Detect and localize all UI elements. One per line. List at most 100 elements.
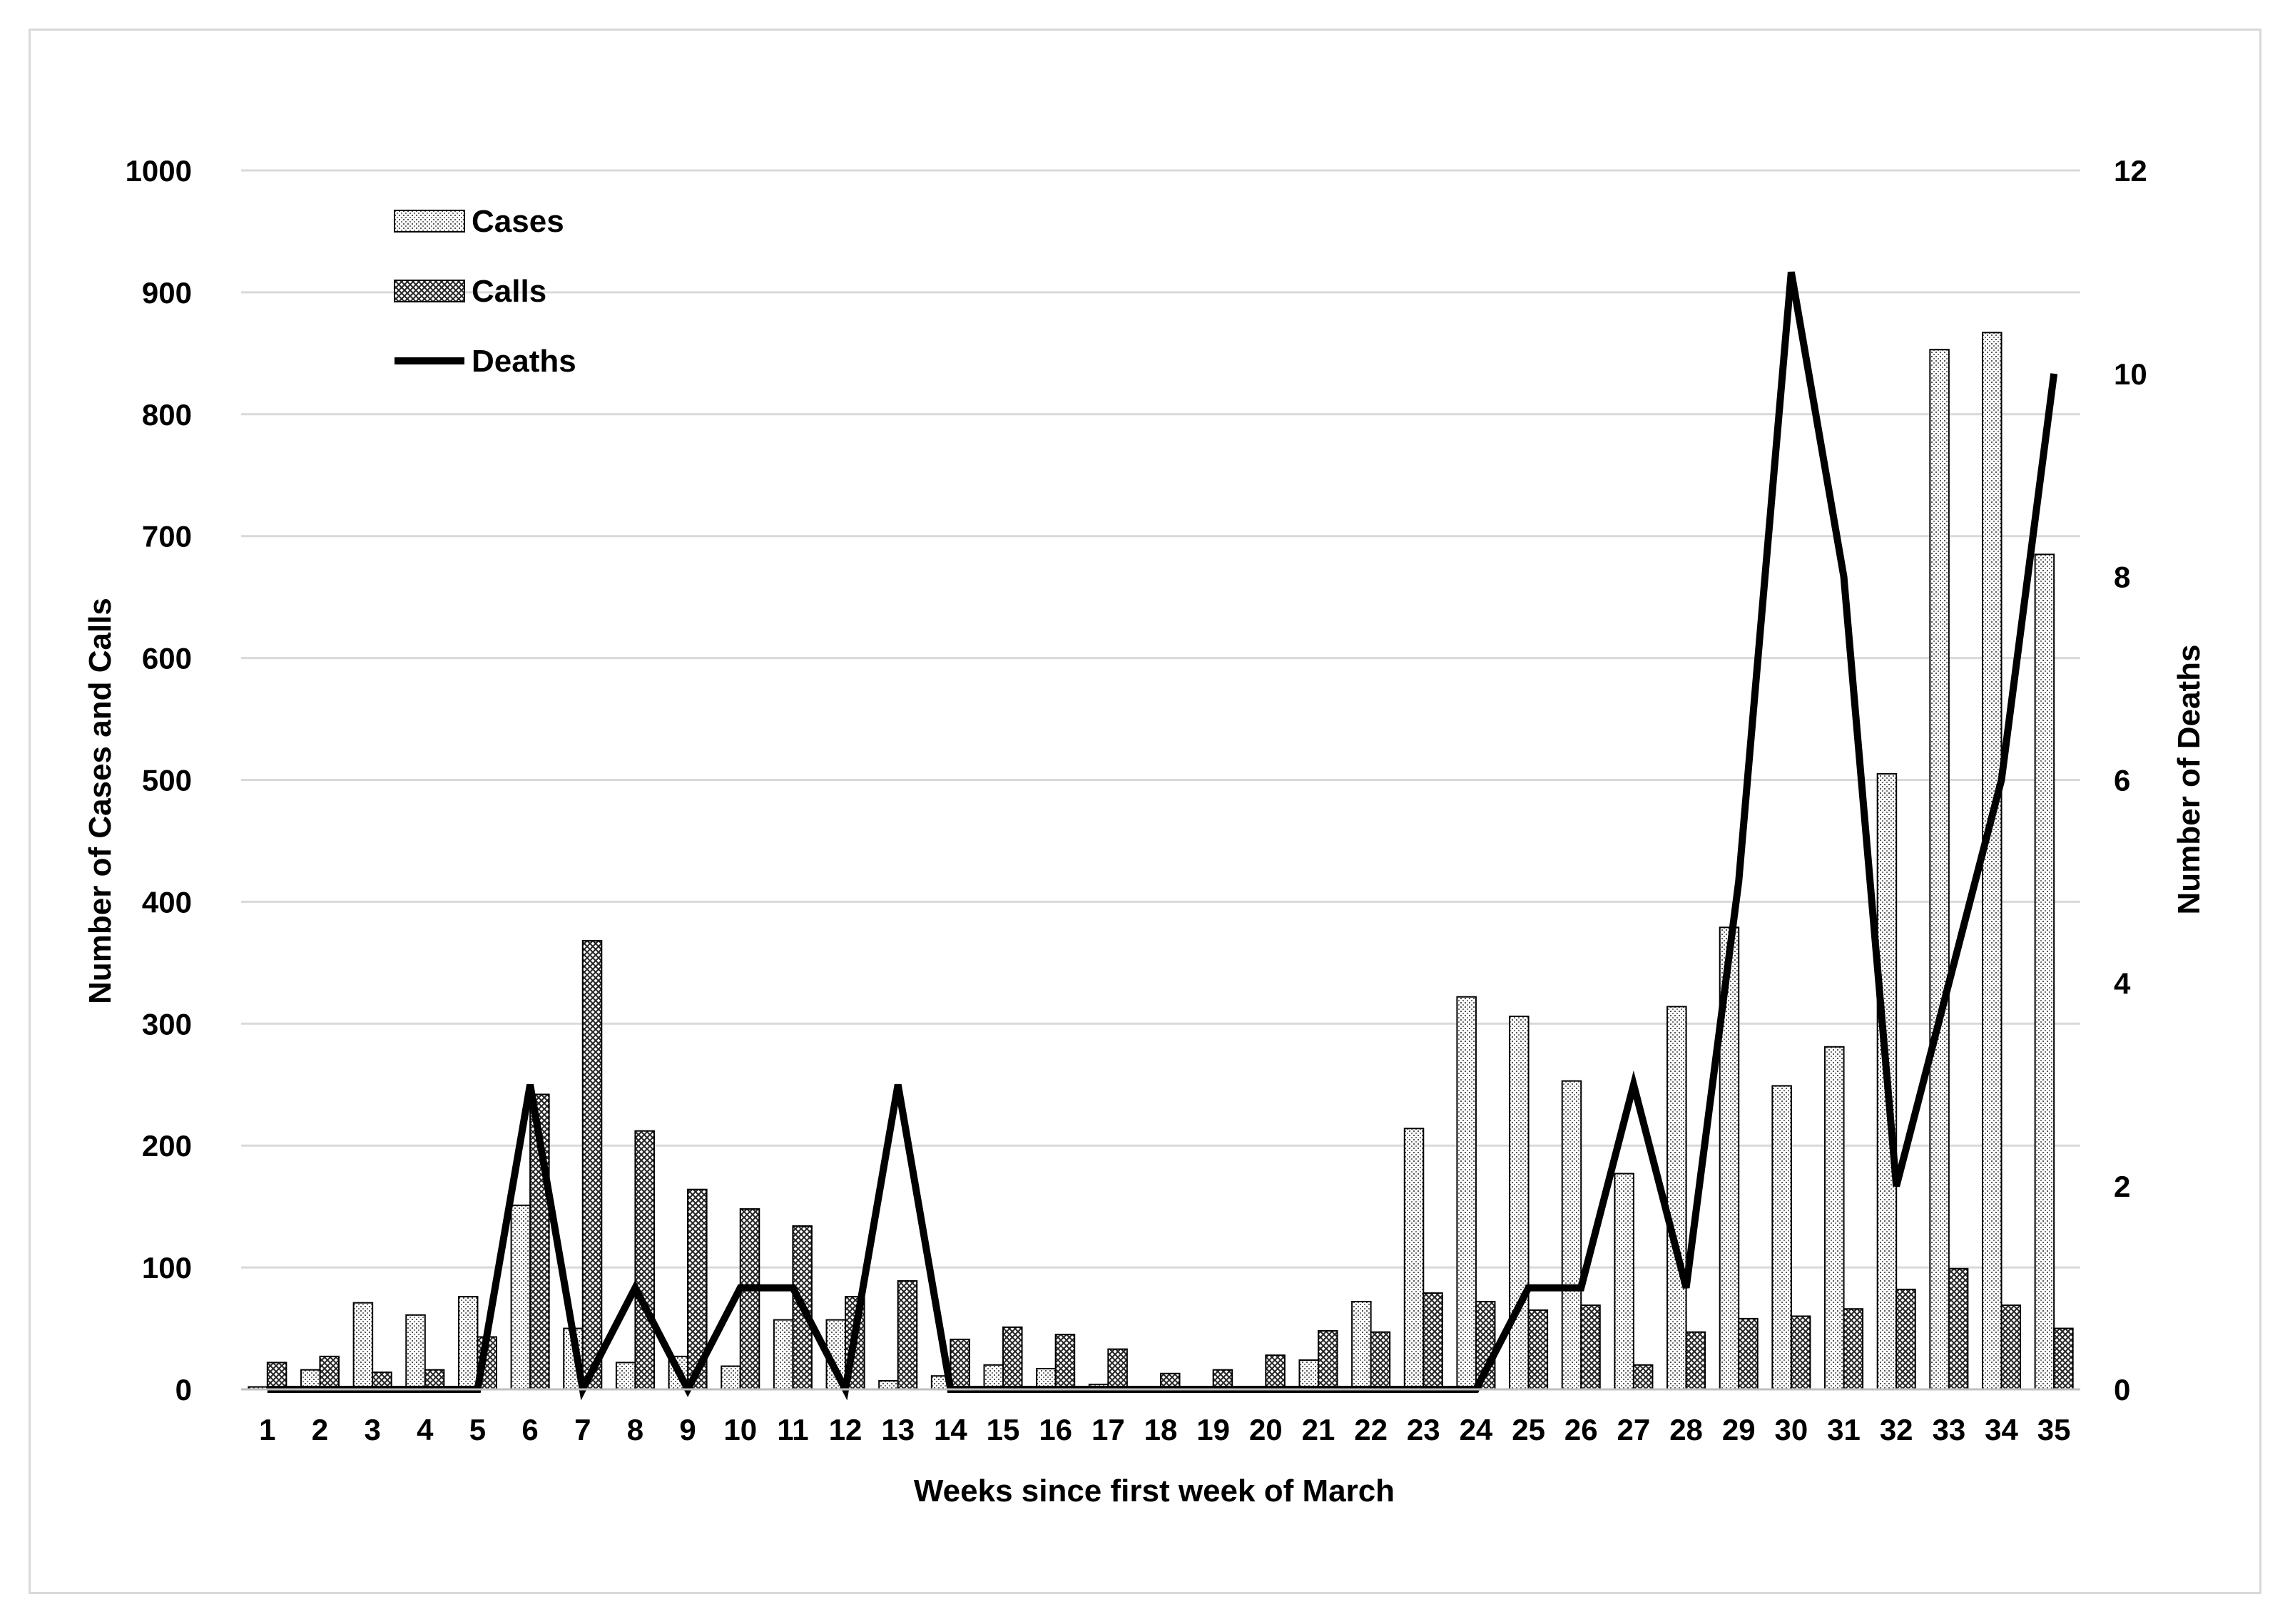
x-tick-label: 28 [1669,1413,1703,1446]
bar-cases [1509,1016,1530,1390]
bar-cases [457,1296,479,1390]
x-tick-label: 18 [1144,1413,1178,1446]
bar-calls [1738,1317,1759,1391]
x-tick-label: 13 [881,1413,915,1446]
bar-cases [1351,1300,1372,1391]
y-tick-label-left: 900 [142,276,192,310]
bar-cases [1929,349,1950,1390]
y-tick-label-left: 200 [142,1129,192,1163]
x-tick-label: 33 [1932,1413,1965,1446]
legend-swatch-cases [394,210,465,233]
legend: Cases Calls Deaths [394,204,576,379]
bar-cases [615,1362,636,1390]
bar-calls [1107,1348,1128,1391]
y-tick-label-left: 800 [142,398,192,431]
bar-calls [2000,1304,2022,1390]
x-tick-label: 26 [1564,1413,1598,1446]
legend-swatch-calls [394,280,465,302]
y-tick-label-right: 0 [2114,1373,2130,1406]
x-tick-label: 5 [469,1413,486,1446]
x-tick-label: 29 [1722,1413,1756,1446]
bar-calls [897,1280,918,1391]
bar-cases [1298,1359,1319,1391]
bar-calls [1002,1326,1023,1390]
bar-cases [721,1365,741,1391]
x-tick-label: 9 [679,1413,696,1446]
y-tick-label-left: 500 [142,764,192,797]
bar-cases [352,1302,374,1391]
bar-calls [1843,1308,1864,1391]
x-tick-label: 1 [259,1413,275,1446]
x-tick-label: 12 [829,1413,862,1446]
bar-calls [950,1338,970,1391]
bar-cases [510,1204,531,1391]
chart-frame: 0 100 200 300 400 500 600 700 800 900 1000 0 2 4 6 8 10 1… [29,29,2261,1594]
x-tick-label: 23 [1407,1413,1440,1446]
y-tick-label-left: 600 [142,642,192,675]
bar-calls [1790,1315,1811,1390]
y-tick-label-left: 0 [175,1373,192,1406]
bar-cases [1981,332,2003,1390]
y-tick-label-right: 10 [2114,357,2147,391]
x-tick-label: 22 [1354,1413,1388,1446]
bar-cases [773,1319,794,1391]
y-axis-title-left: Number of Cases and Calls [83,598,118,1004]
x-tick-label: 30 [1775,1413,1808,1446]
bar-cases [1824,1046,1845,1390]
x-tick-label: 17 [1091,1413,1125,1446]
bar-calls [1317,1329,1338,1391]
x-tick-label: 34 [1985,1413,2018,1446]
bar-calls [1370,1331,1391,1390]
bar-cases [1614,1173,1634,1390]
bar-calls [634,1130,655,1391]
x-tick-label: 7 [574,1413,591,1446]
bar-calls [1265,1354,1286,1390]
bar-cases [1403,1128,1425,1391]
bar-cases [1666,1006,1687,1390]
x-tick-label: 32 [1880,1413,1913,1446]
x-axis-title: Weeks since first week of March [914,1474,1395,1508]
bar-calls [266,1362,287,1390]
x-tick-label: 10 [723,1413,757,1446]
y-tick-label-left: 700 [142,520,192,553]
bar-calls [1948,1267,1969,1390]
y-tick-label-left: 100 [142,1251,192,1285]
legend-label-cases: Cases [472,204,564,239]
bar-calls [1632,1364,1654,1390]
bar-calls [1054,1334,1076,1390]
bar-cases [405,1314,426,1390]
x-tick-label: 19 [1196,1413,1230,1446]
bar-cases [878,1380,899,1390]
bar-calls [2053,1327,2074,1391]
x-tick-label: 14 [934,1413,967,1446]
y-tick-label-right: 8 [2114,561,2130,594]
y-tick-label-right: 4 [2114,966,2131,1000]
x-tick-label: 11 [777,1413,808,1446]
x-tick-label: 3 [364,1413,380,1446]
x-tick-label: 6 [521,1413,538,1446]
bar-calls [1580,1304,1601,1390]
y-tick-label-left: 400 [142,885,192,919]
x-tick-label: 4 [417,1413,434,1446]
legend-label-calls: Calls [472,274,546,309]
bar-cases [1561,1080,1582,1391]
legend-label-deaths: Deaths [472,344,576,379]
y-tick-label-right: 2 [2114,1170,2130,1203]
bar-calls [1685,1331,1706,1390]
combo-chart: 0100200300400500600700800900100002468101… [83,154,2207,1508]
y-tick-label-right: 12 [2114,154,2147,188]
y-tick-label-right: 6 [2114,764,2130,797]
x-tick-label: 35 [2037,1413,2071,1446]
x-tick-label: 15 [987,1413,1020,1446]
bar-calls [1895,1288,1916,1391]
x-tick-label: 27 [1617,1413,1651,1446]
x-tick-label: 31 [1827,1413,1861,1446]
x-tick-label: 2 [312,1413,328,1446]
x-tick-label: 25 [1512,1413,1545,1446]
bar-calls [1527,1309,1549,1391]
bar-cases [983,1364,1004,1390]
bar-calls [319,1355,340,1391]
x-tick-label: 21 [1302,1413,1335,1446]
bar-cases [1771,1085,1792,1390]
bar-calls [581,940,603,1390]
